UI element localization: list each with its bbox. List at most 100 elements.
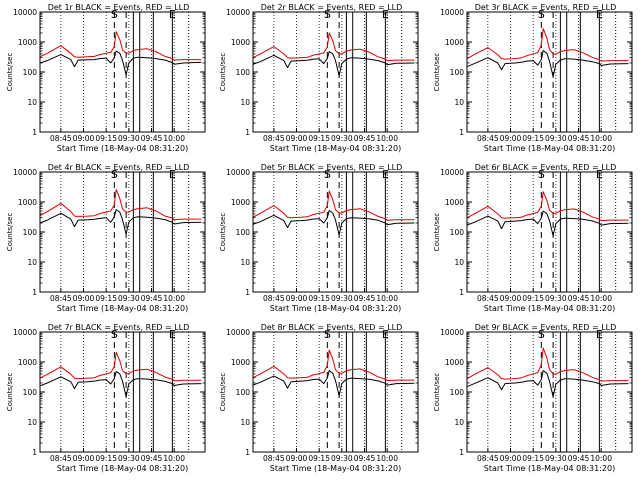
events-series-line <box>252 51 415 77</box>
chart-title: Det 3r BLACK = Events, RED = LLD <box>475 3 617 12</box>
y-tick-label: 1 <box>459 448 464 457</box>
x-tick-label: 09:45 <box>141 454 163 463</box>
x-tick-label: 09:00 <box>500 134 522 143</box>
y-tick-label: 100 <box>236 68 251 77</box>
x-tick-label: 10:00 <box>376 454 398 463</box>
x-tick-label: 09:15 <box>308 454 330 463</box>
chart-panel: Det 8r BLACK = Events, RED = LLD Counts/s… <box>219 323 419 473</box>
x-tick-label: 09:00 <box>73 454 95 463</box>
y-tick-label: 100 <box>450 228 465 237</box>
x-tick-label: 09:00 <box>286 294 308 303</box>
y-axis-label: Counts/sec <box>219 53 227 92</box>
x-tick-label: 08:45 <box>477 294 499 303</box>
events-series-line <box>39 50 202 76</box>
plot-frame <box>252 171 419 293</box>
x-tick-label: 09:45 <box>141 294 163 303</box>
y-tick-label: 10000 <box>440 328 464 337</box>
plot-frame <box>466 171 633 293</box>
y-tick-label: 1 <box>459 288 464 297</box>
x-tick-label: 10:00 <box>163 134 185 143</box>
lld-series-line <box>39 351 202 382</box>
chart-title: Det 1r BLACK = Events, RED = LLD <box>48 3 190 12</box>
time-marker-label: E <box>169 328 176 341</box>
y-tick-label: 10 <box>27 258 37 267</box>
chart-title: Det 5r BLACK = Events, RED = LLD <box>261 163 403 172</box>
x-tick-label: 08:45 <box>50 294 72 303</box>
chart-panel: Det 7r BLACK = Events, RED = LLD Counts/s… <box>6 323 206 473</box>
y-axis-label: Counts/sec <box>6 213 14 252</box>
time-marker-label: S <box>538 168 545 181</box>
y-tick-label: 1 <box>245 448 250 457</box>
y-axis-label: Counts/sec <box>433 213 441 252</box>
y-axis-label: Counts/sec <box>219 213 227 252</box>
x-tick-label: 09:15 <box>522 134 544 143</box>
x-tick-label: 09:45 <box>141 134 163 143</box>
plot-frame <box>39 11 206 133</box>
x-tick-label: 10:00 <box>163 454 185 463</box>
x-tick-label: 09:15 <box>95 294 117 303</box>
x-axis-label: Start Time (18-May-04 08:31:20) <box>484 304 615 313</box>
x-tick-label: 09:15 <box>308 134 330 143</box>
time-marker-label: E <box>596 328 603 341</box>
lld-series-line <box>252 32 415 62</box>
x-axis-label: Start Time (18-May-04 08:31:20) <box>484 144 615 153</box>
chart-panel: Det 2r BLACK = Events, RED = LLD Counts/s… <box>219 3 419 153</box>
x-tick-label: 09:00 <box>500 294 522 303</box>
lld-series-line <box>466 28 629 62</box>
chart-title: Det 4r BLACK = Events, RED = LLD <box>48 163 190 172</box>
plot-frame <box>466 11 633 133</box>
x-tick-label: 09:15 <box>95 454 117 463</box>
y-tick-label: 10000 <box>226 328 250 337</box>
y-tick-label: 10 <box>27 98 37 107</box>
y-tick-label: 1000 <box>445 198 464 207</box>
y-tick-label: 1 <box>32 448 37 457</box>
time-marker-label: E <box>169 168 176 181</box>
time-marker-label: S <box>324 328 331 341</box>
x-axis-label: Start Time (18-May-04 08:31:20) <box>484 464 615 473</box>
plot-frame <box>252 11 419 133</box>
chart-title: Det 7r BLACK = Events, RED = LLD <box>48 323 190 332</box>
time-marker-label: E <box>382 328 389 341</box>
x-tick-label: 10:00 <box>376 134 398 143</box>
y-tick-label: 1000 <box>445 38 464 47</box>
plot-frame <box>466 331 633 453</box>
events-series-line <box>39 209 202 235</box>
time-marker-label: S <box>538 8 545 21</box>
x-tick-label: 09:30 <box>331 294 353 303</box>
time-marker-label: E <box>169 8 176 21</box>
y-tick-label: 1000 <box>231 38 250 47</box>
x-tick-label: 09:00 <box>500 454 522 463</box>
y-tick-label: 100 <box>450 68 465 77</box>
y-tick-label: 10000 <box>440 8 464 17</box>
time-marker-label: E <box>596 168 603 181</box>
y-tick-label: 1 <box>245 288 250 297</box>
y-tick-label: 10000 <box>226 168 250 177</box>
y-axis-label: Counts/sec <box>219 373 227 412</box>
y-tick-label: 100 <box>23 388 38 397</box>
x-tick-label: 09:15 <box>522 454 544 463</box>
time-marker-label: S <box>111 168 118 181</box>
y-tick-label: 1000 <box>231 358 250 367</box>
plot-frame <box>39 171 206 293</box>
x-axis-label: Start Time (18-May-04 08:31:20) <box>57 304 188 313</box>
x-axis-label: Start Time (18-May-04 08:31:20) <box>57 464 188 473</box>
y-tick-label: 10000 <box>440 168 464 177</box>
time-marker-label: S <box>324 168 331 181</box>
x-tick-label: 09:30 <box>118 134 140 143</box>
y-tick-label: 10000 <box>13 8 37 17</box>
x-tick-label: 09:15 <box>95 134 117 143</box>
y-tick-label: 10 <box>240 98 250 107</box>
y-tick-label: 10000 <box>226 8 250 17</box>
x-tick-label: 09:15 <box>308 294 330 303</box>
events-series-line <box>466 50 629 78</box>
chart-panel: Det 4r BLACK = Events, RED = LLD Counts/s… <box>6 163 206 313</box>
chart-title: Det 6r BLACK = Events, RED = LLD <box>475 163 617 172</box>
x-axis-label: Start Time (18-May-04 08:31:20) <box>270 304 401 313</box>
y-tick-label: 10 <box>27 418 37 427</box>
lld-series-line <box>252 349 415 382</box>
lld-series-line <box>39 31 202 61</box>
chart-panel: Det 5r BLACK = Events, RED = LLD Counts/s… <box>219 163 419 313</box>
x-tick-label: 09:45 <box>568 294 590 303</box>
y-tick-label: 10 <box>454 98 464 107</box>
x-tick-label: 09:30 <box>545 134 567 143</box>
